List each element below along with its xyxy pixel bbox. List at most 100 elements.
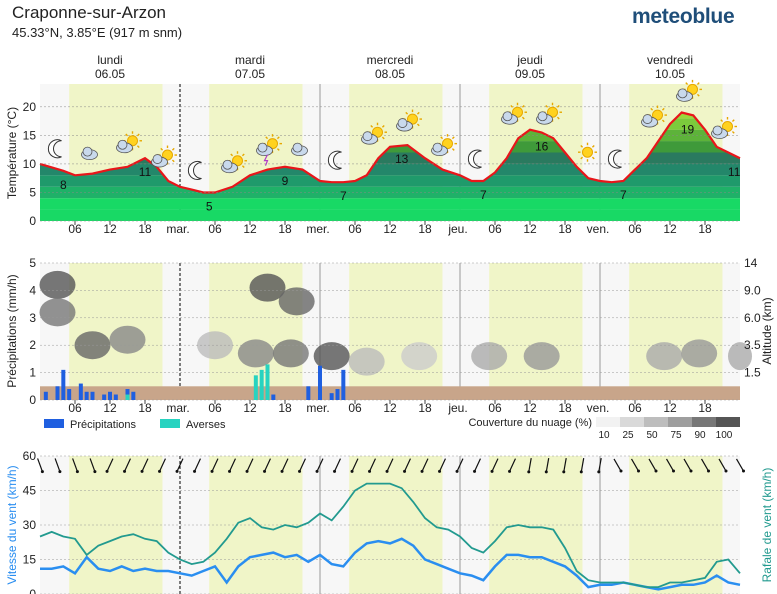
arrow-head bbox=[490, 469, 494, 473]
precip-bar bbox=[55, 386, 60, 400]
x-tick-label: 18 bbox=[138, 222, 152, 236]
y2-tick-label: 3.5 bbox=[744, 338, 761, 352]
sun-cloud-icon bbox=[676, 79, 702, 102]
wind-direction-arrow bbox=[438, 458, 447, 472]
arrow-head bbox=[637, 469, 640, 473]
precip-bar bbox=[131, 391, 136, 400]
y-tick-label: 20 bbox=[23, 100, 37, 114]
cloud-puff bbox=[677, 88, 688, 99]
precip-bar bbox=[271, 394, 276, 400]
y2-axis-label: Altitude (km) bbox=[760, 297, 774, 364]
sun-shape bbox=[687, 83, 698, 95]
cloud-legend-swatch bbox=[668, 417, 692, 427]
x-tick-label: 12 bbox=[663, 401, 677, 415]
x-tick-label: 06 bbox=[488, 222, 502, 236]
arrow-head bbox=[438, 469, 442, 473]
sun-ray bbox=[160, 147, 164, 151]
arrow-head bbox=[210, 469, 214, 473]
daylight-band bbox=[629, 263, 723, 400]
y2-tick-label: 1.5 bbox=[744, 366, 761, 380]
day-name: mercredi bbox=[367, 53, 414, 67]
wind-direction-arrow bbox=[106, 458, 114, 472]
legend-label: Averses bbox=[186, 419, 226, 431]
cloud-puff bbox=[502, 111, 513, 122]
arrow-head bbox=[473, 469, 477, 473]
wind-direction-arrow bbox=[528, 458, 532, 472]
arrow-head bbox=[350, 469, 354, 473]
sun-shape bbox=[407, 113, 418, 125]
wind-direction-arrow bbox=[72, 458, 78, 472]
x-tick-label: 06 bbox=[628, 401, 642, 415]
arrow-head bbox=[368, 469, 372, 473]
cloud-puff bbox=[152, 154, 163, 164]
arrow-head bbox=[707, 469, 710, 473]
cloud-legend-swatch bbox=[692, 417, 716, 427]
sun-ray bbox=[510, 105, 514, 108]
x-tick-label: 12 bbox=[523, 222, 537, 236]
y2-tick-label: 6.0 bbox=[744, 311, 761, 325]
moon-icon bbox=[607, 149, 622, 169]
precip-bar bbox=[67, 389, 72, 400]
wind-direction-arrow bbox=[735, 458, 745, 472]
precip-bar bbox=[108, 391, 112, 400]
precip-bar bbox=[306, 386, 311, 400]
moon-shape bbox=[47, 139, 62, 159]
meteoblue-logo[interactable]: meteoblue bbox=[632, 5, 735, 28]
sun-shape bbox=[512, 106, 523, 118]
arrow-head bbox=[742, 469, 745, 473]
arrow-head bbox=[228, 469, 232, 473]
arrow-head bbox=[105, 469, 109, 473]
sun-ray bbox=[416, 111, 420, 115]
sun-ray bbox=[241, 165, 245, 168]
wind-direction-arrow bbox=[473, 458, 482, 472]
sun-ray bbox=[580, 144, 584, 148]
day-name: vendredi bbox=[647, 53, 693, 67]
sun-cloud-icon bbox=[396, 109, 422, 132]
wind-direction-arrow bbox=[123, 458, 132, 472]
cloud-cover-patch bbox=[237, 339, 274, 368]
cloud-puff bbox=[257, 142, 268, 153]
arrow-head bbox=[654, 469, 658, 473]
cloud-puff bbox=[397, 118, 408, 128]
y-tick-label: 0 bbox=[29, 214, 36, 228]
cloud-cover-patch bbox=[401, 342, 438, 371]
y-tick-label: 0 bbox=[29, 393, 36, 407]
sun-ray bbox=[451, 148, 455, 151]
precip-bar bbox=[84, 391, 89, 400]
sun-ray bbox=[521, 116, 525, 120]
cloud-cover-patch bbox=[471, 342, 508, 371]
day-date: 09.05 bbox=[515, 67, 545, 81]
sun-ray bbox=[451, 136, 455, 140]
temperature-label: 7 bbox=[620, 188, 627, 202]
moon-icon bbox=[467, 149, 482, 169]
wind-direction-arrow bbox=[211, 458, 219, 472]
sun-cloud-icon bbox=[151, 145, 177, 168]
y-tick-label: 3 bbox=[29, 311, 36, 325]
sun-cloud-icon bbox=[431, 134, 457, 157]
sun-cloud-icon bbox=[536, 102, 562, 125]
cloud-legend-label: 10 bbox=[598, 430, 610, 441]
wind-direction-arrow bbox=[316, 458, 324, 472]
cloud-cover-patch bbox=[272, 339, 309, 368]
sun-shape bbox=[547, 106, 558, 118]
sun-ray bbox=[241, 153, 245, 157]
daylight-band bbox=[349, 263, 443, 400]
arrow-head bbox=[672, 469, 675, 473]
wind-direction-arrow bbox=[403, 458, 412, 472]
sun-ray bbox=[696, 82, 700, 85]
x-tick-label: 18 bbox=[278, 401, 292, 415]
sun-shape bbox=[162, 149, 173, 161]
wind-direction-arrow bbox=[368, 458, 377, 472]
cloud-puff bbox=[642, 114, 653, 124]
sun-ray bbox=[580, 156, 584, 160]
x-tick-label: 06 bbox=[488, 401, 502, 415]
cloud-puff bbox=[362, 131, 373, 142]
moon-shape bbox=[607, 149, 622, 169]
wind-direction-arrow bbox=[37, 458, 43, 472]
day-date: 10.05 bbox=[655, 67, 685, 81]
day-date: 06.05 bbox=[95, 67, 125, 81]
location-coordinates: 45.33°N, 3.85°E (917 m snm) bbox=[12, 25, 183, 40]
legend-label: Précipitations bbox=[70, 419, 137, 431]
arrow-head bbox=[508, 469, 512, 473]
temperature-label: 16 bbox=[535, 140, 549, 154]
